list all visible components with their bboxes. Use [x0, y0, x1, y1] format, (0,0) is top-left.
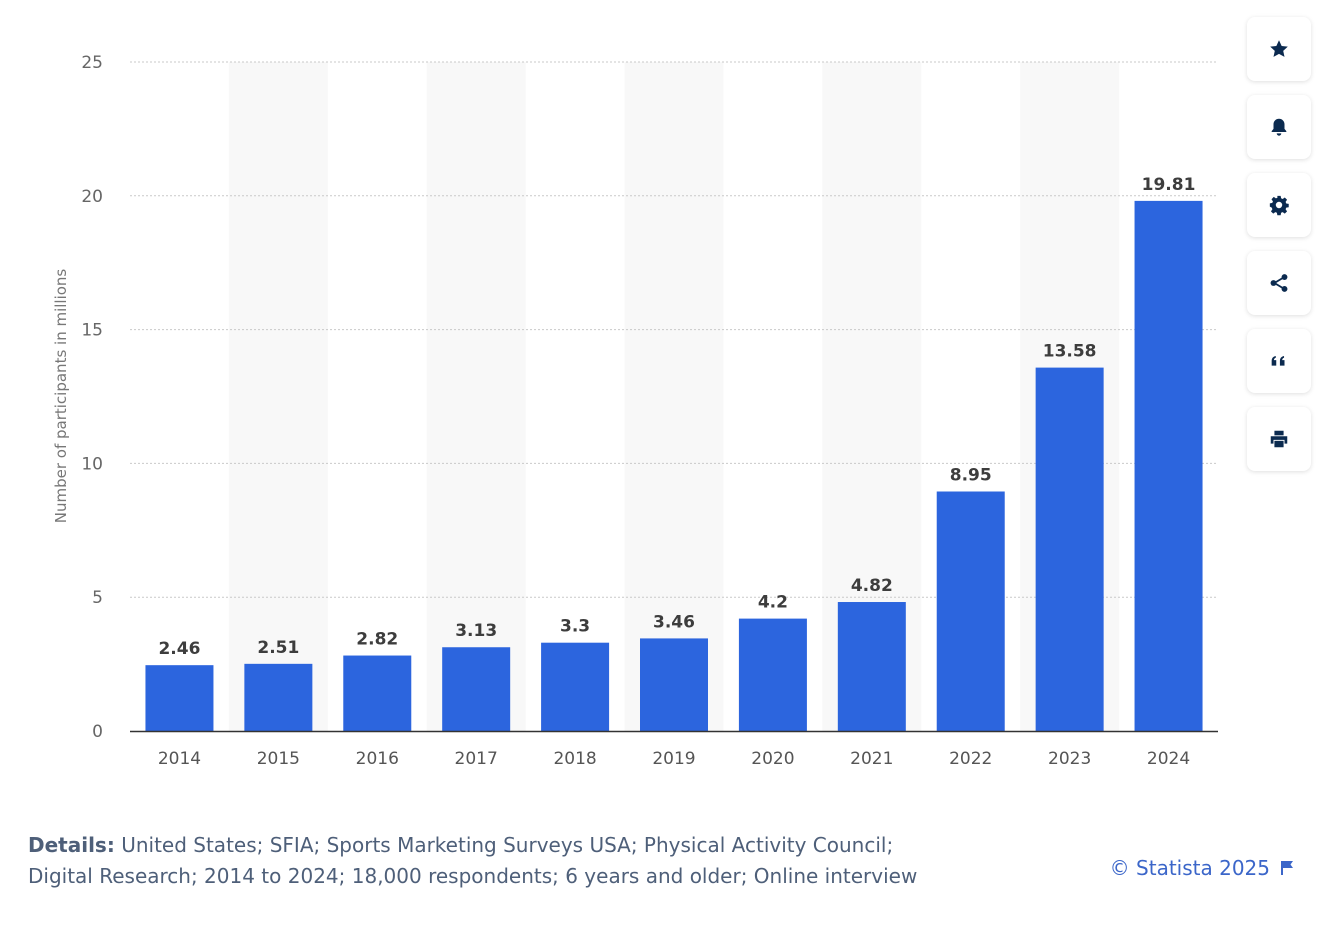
details-text: United States; SFIA; Sports Marketing Su…: [28, 833, 918, 888]
flag-icon[interactable]: [1280, 860, 1294, 876]
x-tick-label: 2017: [455, 749, 498, 769]
data-labels: 2.46 2.51 2.82 3.13 3.3 3.46 4.2 4.82 8.95 13.58 1…: [158, 175, 1195, 659]
column-band: [228, 62, 328, 731]
print-button[interactable]: [1247, 407, 1311, 471]
star-icon: [1270, 40, 1288, 57]
y-tick-label: 15: [81, 321, 103, 341]
share-button[interactable]: [1247, 251, 1311, 315]
credit-text[interactable]: © Statista 2025: [1109, 856, 1270, 880]
data-label: 13.58: [1043, 342, 1097, 362]
y-tick-label: 5: [92, 588, 103, 608]
print-icon: [1270, 430, 1288, 448]
y-axis-ticks: 0 5 10 15 20 25: [81, 53, 103, 742]
data-label: 2.46: [158, 639, 200, 659]
x-tick-label: 2019: [652, 749, 695, 769]
gear-icon: [1269, 195, 1289, 216]
x-tick-label: 2022: [949, 749, 992, 769]
data-label: 4.2: [758, 593, 788, 613]
x-tick-label: 2015: [257, 749, 300, 769]
bar-2017[interactable]: [442, 647, 511, 731]
notification-button[interactable]: [1247, 95, 1311, 159]
bar-2023[interactable]: [1035, 367, 1104, 731]
y-tick-label: 20: [81, 187, 103, 207]
y-tick-label: 0: [92, 722, 103, 742]
bell-icon: [1271, 118, 1287, 136]
data-label: 4.82: [851, 576, 893, 596]
data-label: 2.51: [257, 638, 299, 658]
x-tick-label: 2024: [1147, 749, 1190, 769]
bar-2021[interactable]: [837, 602, 906, 731]
column-band: [624, 62, 724, 731]
data-label: 19.81: [1142, 175, 1196, 195]
data-label: 3.13: [455, 621, 497, 641]
cite-button[interactable]: [1247, 329, 1311, 393]
bar-2019[interactable]: [640, 638, 708, 731]
y-axis-title: Number of participants in millions: [52, 269, 70, 524]
bar-2016[interactable]: [343, 655, 412, 731]
bar-2020[interactable]: [738, 618, 807, 731]
y-tick-label: 10: [81, 454, 103, 474]
bar-chart: 0 5 10 15 20 25 2.46 2.51 2.82 3.13 3.3 3.46 4.2 4.8…: [52, 53, 1218, 769]
x-tick-label: 2021: [850, 749, 893, 769]
data-label: 3.3: [560, 617, 590, 637]
data-label: 8.95: [950, 465, 992, 485]
data-label: 3.46: [653, 612, 695, 632]
x-tick-label: 2014: [158, 749, 201, 769]
bars: [145, 200, 1203, 731]
bar-2018[interactable]: [541, 642, 610, 731]
x-tick-label: 2016: [356, 749, 399, 769]
x-tick-label: 2018: [553, 749, 596, 769]
source-details: Details: United States; SFIA; Sports Mar…: [28, 830, 928, 892]
settings-button[interactable]: [1247, 173, 1311, 237]
share-icon: [1270, 274, 1288, 292]
quote-icon: [1271, 355, 1285, 366]
x-tick-label: 2020: [751, 749, 794, 769]
bar-2014[interactable]: [145, 665, 214, 731]
y-tick-label: 25: [81, 53, 103, 73]
bar-2022[interactable]: [936, 491, 1005, 731]
statista-credit[interactable]: © Statista 2025: [1110, 856, 1294, 880]
gridlines: [130, 61, 1218, 598]
side-toolbar: [1247, 17, 1311, 485]
details-label: Details:: [28, 833, 115, 857]
x-axis-ticks: 2014 2015 2016 2017 2018 2019 2020 2021 2022 2023…: [158, 749, 1190, 769]
data-label: 2.82: [356, 630, 398, 650]
x-tick-label: 2023: [1048, 749, 1091, 769]
favorite-button[interactable]: [1247, 17, 1311, 81]
bar-2024[interactable]: [1134, 200, 1203, 731]
bar-2015[interactable]: [244, 663, 313, 731]
column-band: [426, 62, 526, 731]
